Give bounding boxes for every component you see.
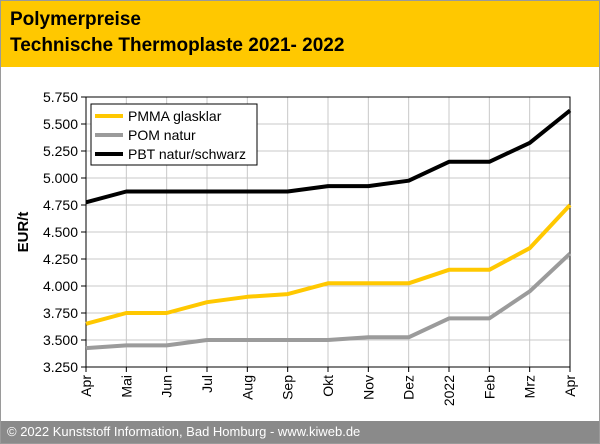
series-line-0	[85, 203, 572, 326]
y-tick-label: 4.750	[43, 197, 78, 213]
x-tick-label: Okt	[320, 375, 336, 397]
y-tick-label: 3.750	[43, 305, 78, 321]
legend: PMMA glasklar POM natur PBT natur/schwarz	[90, 103, 258, 166]
line-chart: 3.250 3.500 3.750 4.000 4.250 4.500 4.750 5.000…	[15, 89, 578, 406]
plot-area-border	[85, 96, 571, 368]
copyright-text: © 2022 Kunststoff Information, Bad Hombu…	[7, 424, 361, 439]
x-tick-label: Apr	[562, 375, 578, 397]
x-tick-label: Feb	[481, 375, 497, 399]
legend-label: PMMA glasklar	[128, 108, 222, 124]
y-tick-label: 5.500	[43, 116, 78, 132]
legend-label: PBT natur/schwarz	[128, 146, 246, 162]
x-tick-label: 2022	[441, 375, 457, 406]
x-tick-label: Sep	[280, 375, 296, 400]
x-tick-label: Mrz	[522, 375, 538, 398]
y-tick-label: 3.500	[43, 332, 78, 348]
chart-title: Polymerpreise	[10, 9, 141, 30]
chart-subtitle: Technische Thermoplaste 2021- 2022	[10, 35, 345, 56]
x-tick-label: Apr	[78, 375, 94, 397]
y-tick-label: 4.500	[43, 224, 78, 240]
y-tick-label: 4.250	[43, 251, 78, 267]
chart-header: Polymerpreise Technische Thermoplaste 20…	[1, 1, 599, 67]
x-tick-label: Jun	[159, 375, 175, 398]
y-tick-label: 5.000	[43, 170, 78, 186]
footer-bar: © 2022 Kunststoff Information, Bad Hombu…	[1, 421, 599, 443]
y-tick-label: 5.250	[43, 143, 78, 159]
x-tick-label: Mai	[118, 375, 134, 398]
x-tick-label: Jul	[199, 375, 215, 393]
y-tick-label: 3.250	[43, 359, 78, 375]
x-tick-label: Aug	[239, 375, 255, 400]
y-axis-label: EUR/t	[15, 212, 32, 253]
series-line-2	[85, 108, 572, 205]
x-tick-label: Dez	[401, 375, 417, 400]
legend-label: POM natur	[128, 127, 196, 143]
series-line-1	[85, 252, 572, 351]
y-tick-label: 5.750	[43, 89, 78, 105]
y-tick-label: 4.000	[43, 278, 78, 294]
x-tick-label: Nov	[360, 375, 376, 400]
